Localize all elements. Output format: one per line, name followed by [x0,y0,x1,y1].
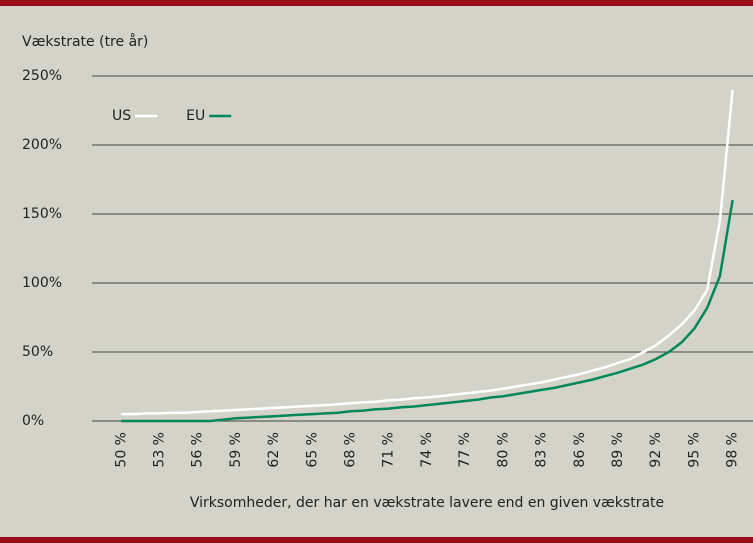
y-tick-label: 250% [22,68,62,84]
x-axis-label: Virksomheder, der har en vækstrate laver… [190,495,664,511]
x-tick-label: 59 % [228,432,244,468]
x-tick-label: 77 % [457,432,473,468]
y-tick-label: 100% [22,275,62,291]
y-axis-label: Vækstrate (tre år) [22,33,148,50]
x-tick-label: 80 % [495,432,511,468]
legend-label: US [112,108,131,124]
x-tick-label: 68 % [343,432,359,468]
line-series [121,89,734,416]
bottom-bar [0,537,753,543]
x-tick-label: 95 % [686,432,702,468]
x-tick-label: 98 % [725,432,741,468]
x-tick-label: 65 % [304,432,320,468]
x-tick-label: 71 % [381,432,397,468]
x-tick-label: 89 % [610,432,626,468]
y-tick-label: 200% [22,137,62,153]
line-series [121,199,734,423]
x-tick-label: 50 % [113,432,129,468]
legend-label: EU [186,108,205,124]
y-tick-label: 0% [22,413,44,429]
x-tick-label: 92 % [648,432,664,468]
x-tick-label: 56 % [190,432,206,468]
x-tick-label: 83 % [534,432,550,468]
x-tick-label: 62 % [266,432,282,468]
top-bar [0,0,753,6]
y-tick-label: 150% [22,206,62,222]
x-tick-label: 74 % [419,432,435,468]
x-tick-label: 86 % [572,432,588,468]
x-tick-label: 53 % [152,432,168,468]
y-tick-label: 50% [22,344,53,360]
